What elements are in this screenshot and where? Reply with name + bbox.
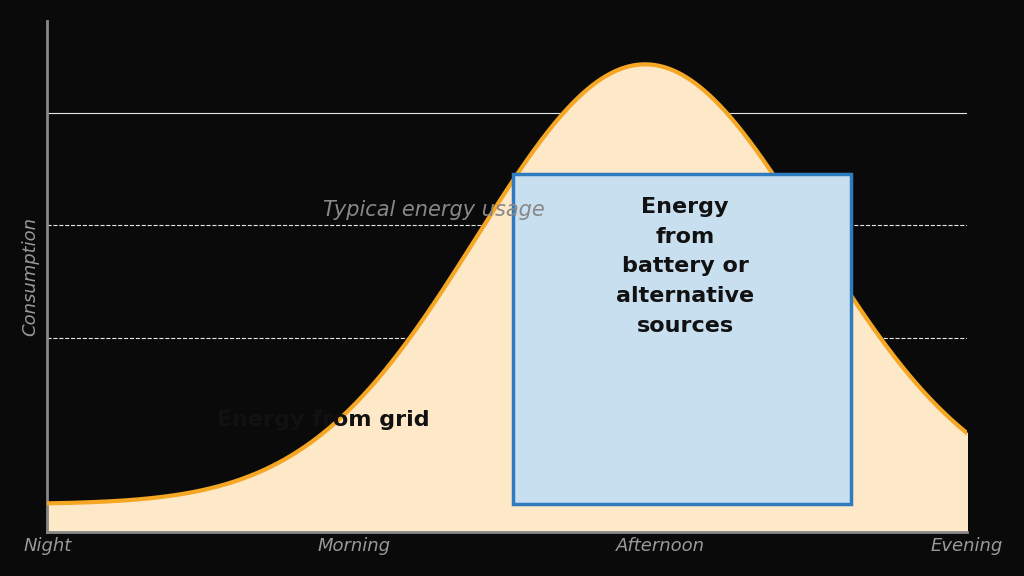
Text: Energy from grid: Energy from grid bbox=[217, 410, 429, 430]
Text: Typical energy usage: Typical energy usage bbox=[323, 200, 545, 220]
Y-axis label: Consumption: Consumption bbox=[20, 217, 39, 336]
Text: Energy
from
battery or
alternative
sources: Energy from battery or alternative sourc… bbox=[615, 197, 754, 336]
Bar bbox=[513, 175, 851, 504]
